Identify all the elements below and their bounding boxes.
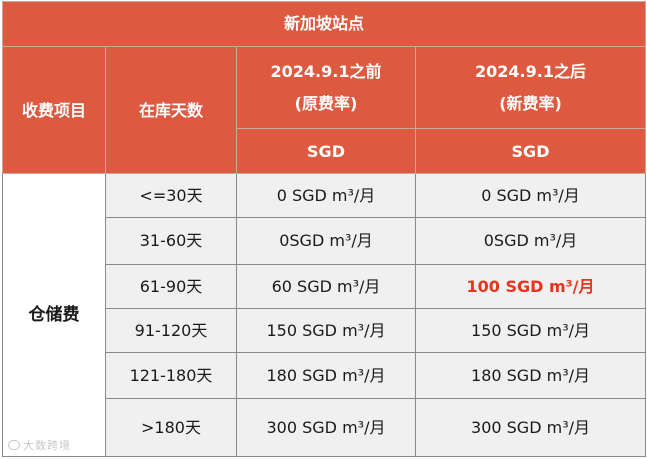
cell-old-rate: 300 SGD m³/月	[236, 397, 416, 458]
cell-new-rate: 300 SGD m³/月	[414, 397, 647, 458]
cell-old-rate: 0 SGD m³/月	[236, 173, 416, 219]
table-title: 新加坡站点	[1, 0, 647, 48]
cell-new-rate: 0SGD m³/月	[414, 217, 647, 265]
header-fee-item: 收费项目	[2, 46, 106, 175]
cell-new-rate: 180 SGD m³/月	[414, 351, 647, 399]
cell-days: 61-90天	[105, 263, 237, 309]
table-row: 31-60天 0SGD m³/月 0SGD m³/月	[3, 217, 647, 265]
table-row: >180天 300 SGD m³/月 300 SGD m³/月	[3, 397, 647, 458]
cell-new-rate: 0 SGD m³/月	[414, 173, 647, 219]
cell-days: >180天	[105, 397, 237, 458]
watermark-text: 大数跨境	[23, 439, 71, 452]
header-old-rate-label: (原费率)	[294, 93, 358, 113]
table-row: 91-120天 150 SGD m³/月 150 SGD m³/月	[3, 307, 647, 353]
header-new-rate-label: (新费率)	[499, 93, 562, 113]
cell-old-rate: 60 SGD m³/月	[236, 263, 416, 309]
header-storage-days: 在库天数	[105, 46, 237, 175]
cell-days: <=30天	[105, 173, 237, 219]
cell-days: 91-120天	[105, 307, 237, 353]
table-row: 121-180天 180 SGD m³/月 180 SGD m³/月	[3, 351, 647, 399]
header-new-rate: 2024.9.1之后 (新费率)	[414, 46, 647, 130]
header-new-rate-date: 2024.9.1之后	[475, 62, 586, 82]
header-old-rate-date: 2024.9.1之前	[270, 62, 382, 82]
table-row: 仓储费 <=30天 0 SGD m³/月 0 SGD m³/月	[2, 173, 647, 457]
watermark: 大数跨境	[8, 437, 71, 453]
cell-days: 121-180天	[105, 351, 237, 399]
cell-days: 31-60天	[105, 217, 237, 265]
header-currency-old: SGD	[236, 128, 416, 175]
cell-old-rate: 0SGD m³/月	[236, 217, 416, 265]
table-row: 61-90天 60 SGD m³/月 100 SGD m³/月	[3, 263, 647, 309]
watermark-logo-icon	[8, 440, 20, 450]
header-currency-new: SGD	[414, 128, 647, 175]
cell-new-rate: 150 SGD m³/月	[414, 307, 647, 353]
cell-new-rate-highlighted: 100 SGD m³/月	[414, 263, 647, 309]
cell-old-rate: 180 SGD m³/月	[236, 351, 416, 399]
category-storage-fee: 仓储费	[2, 173, 106, 457]
cell-old-rate: 150 SGD m³/月	[236, 307, 416, 353]
header-old-rate: 2024.9.1之前 (原费率)	[236, 46, 416, 130]
